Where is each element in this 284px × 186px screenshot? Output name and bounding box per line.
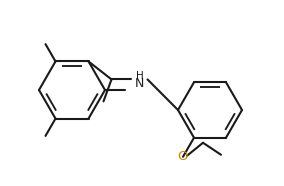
Text: O: O: [178, 150, 188, 163]
Text: H: H: [136, 71, 143, 81]
Text: N: N: [135, 77, 144, 90]
